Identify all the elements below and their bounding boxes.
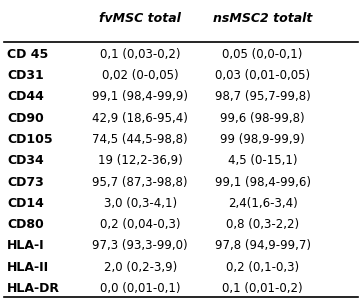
- Text: 99,1 (98,4-99,9): 99,1 (98,4-99,9): [92, 91, 188, 103]
- Text: CD14: CD14: [7, 197, 44, 210]
- Text: CD73: CD73: [7, 175, 44, 188]
- Text: 0,02 (0-0,05): 0,02 (0-0,05): [102, 69, 178, 82]
- Text: 97,3 (93,3-99,0): 97,3 (93,3-99,0): [92, 239, 188, 252]
- Text: 0,03 (0,01-0,05): 0,03 (0,01-0,05): [215, 69, 310, 82]
- Text: 0,05 (0,0-0,1): 0,05 (0,0-0,1): [222, 48, 303, 61]
- Text: 0,1 (0,03-0,2): 0,1 (0,03-0,2): [100, 48, 180, 61]
- Text: 0,2 (0,1-0,3): 0,2 (0,1-0,3): [226, 261, 299, 274]
- Text: 0,8 (0,3-2,2): 0,8 (0,3-2,2): [226, 218, 299, 231]
- Text: 42,9 (18,6-95,4): 42,9 (18,6-95,4): [92, 112, 188, 125]
- Text: 99 (98,9-99,9): 99 (98,9-99,9): [220, 133, 305, 146]
- Text: 97,8 (94,9-99,7): 97,8 (94,9-99,7): [215, 239, 311, 252]
- Text: 99,1 (98,4-99,6): 99,1 (98,4-99,6): [215, 175, 311, 188]
- Text: CD44: CD44: [7, 91, 44, 103]
- Text: 2,0 (0,2-3,9): 2,0 (0,2-3,9): [104, 261, 177, 274]
- Text: CD 45: CD 45: [7, 48, 49, 61]
- Text: 0,1 (0,01-0,2): 0,1 (0,01-0,2): [222, 282, 303, 295]
- Text: HLA-I: HLA-I: [7, 239, 45, 252]
- Text: 19 (12,2-36,9): 19 (12,2-36,9): [98, 154, 182, 167]
- Text: HLA-II: HLA-II: [7, 261, 49, 274]
- Text: CD80: CD80: [7, 218, 44, 231]
- Text: 0,2 (0,04-0,3): 0,2 (0,04-0,3): [100, 218, 180, 231]
- Text: 4,5 (0-15,1): 4,5 (0-15,1): [228, 154, 297, 167]
- Text: 0,0 (0,01-0,1): 0,0 (0,01-0,1): [100, 282, 180, 295]
- Text: 99,6 (98-99,8): 99,6 (98-99,8): [220, 112, 305, 125]
- Text: HLA-DR: HLA-DR: [7, 282, 60, 295]
- Text: CD105: CD105: [7, 133, 53, 146]
- Text: 2,4(1,6-3,4): 2,4(1,6-3,4): [228, 197, 298, 210]
- Text: 74,5 (44,5-98,8): 74,5 (44,5-98,8): [92, 133, 188, 146]
- Text: CD34: CD34: [7, 154, 44, 167]
- Text: CD90: CD90: [7, 112, 44, 125]
- Text: 95,7 (87,3-98,8): 95,7 (87,3-98,8): [92, 175, 188, 188]
- Text: nsMSC2 totalt: nsMSC2 totalt: [213, 12, 312, 25]
- Text: 3,0 (0,3-4,1): 3,0 (0,3-4,1): [104, 197, 177, 210]
- Text: fvMSC total: fvMSC total: [99, 12, 181, 25]
- Text: 98,7 (95,7-99,8): 98,7 (95,7-99,8): [215, 91, 311, 103]
- Text: CD31: CD31: [7, 69, 44, 82]
